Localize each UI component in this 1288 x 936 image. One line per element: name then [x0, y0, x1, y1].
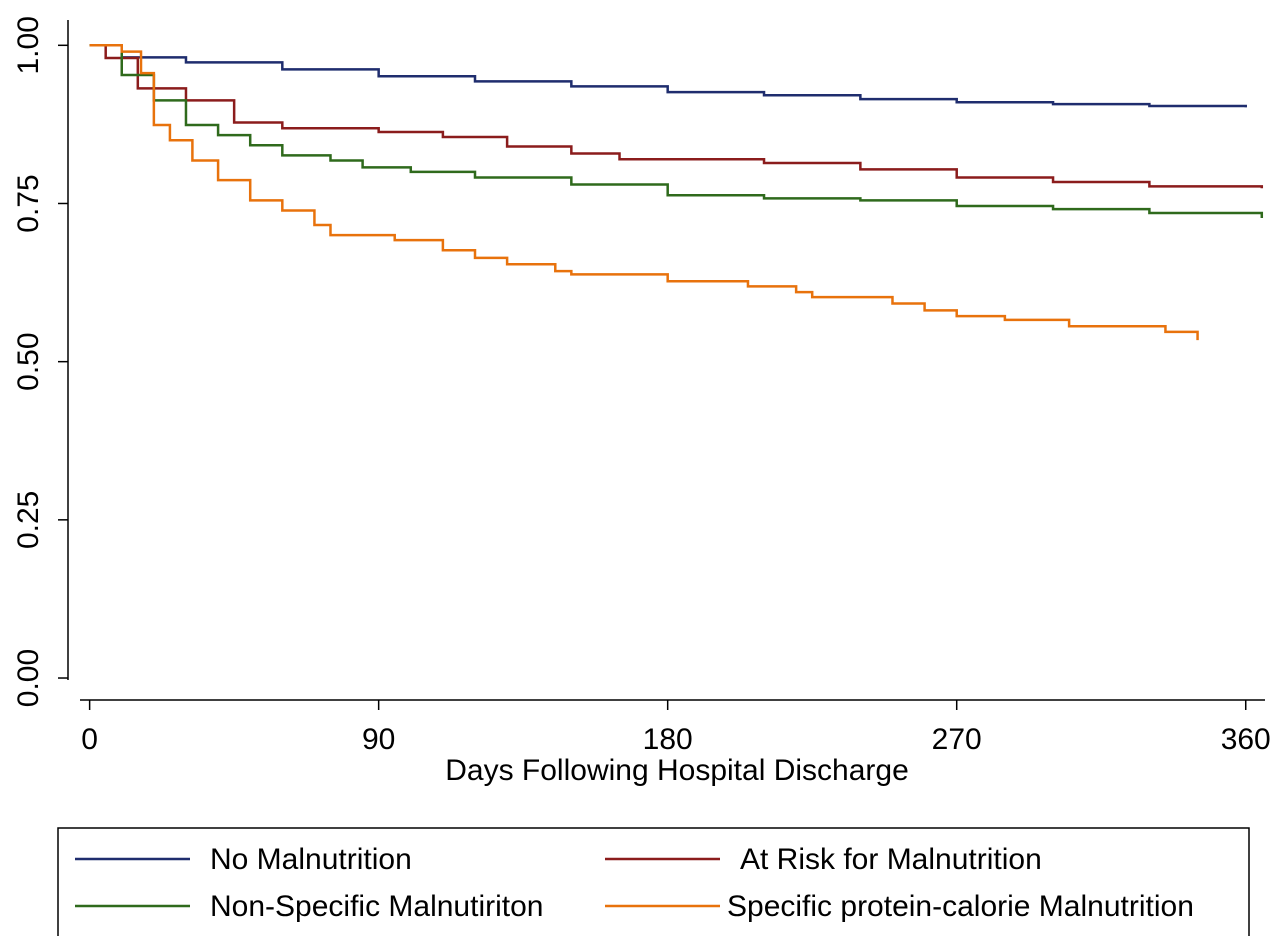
y-tick-label: 1.00 [12, 16, 45, 74]
legend-label: Non-Specific Malnutiriton [210, 890, 543, 923]
x-tick-label: 360 [1221, 723, 1271, 756]
legend-box [57, 827, 1250, 936]
y-tick-label: 0.50 [12, 332, 45, 390]
y-tick-label: 0.00 [12, 649, 45, 707]
x-tick-label: 90 [362, 723, 395, 756]
survival-curve [89, 44, 1264, 189]
x-axis-title: Days Following Hospital Discharge [445, 754, 909, 787]
survival-curve [89, 44, 1247, 108]
legend-label: At Risk for Malnutrition [740, 843, 1042, 876]
y-tick-label: 0.25 [12, 491, 45, 549]
x-tick-label: 180 [643, 723, 693, 756]
survival-curve [89, 44, 1264, 219]
x-tick-label: 270 [932, 723, 982, 756]
survival-curve [89, 44, 1199, 341]
x-tick-label: 0 [81, 723, 98, 756]
legend-label: No Malnutrition [210, 843, 412, 876]
legend-label: Specific protein-calorie Malnutrition [727, 890, 1194, 923]
y-tick-label: 0.75 [12, 174, 45, 232]
